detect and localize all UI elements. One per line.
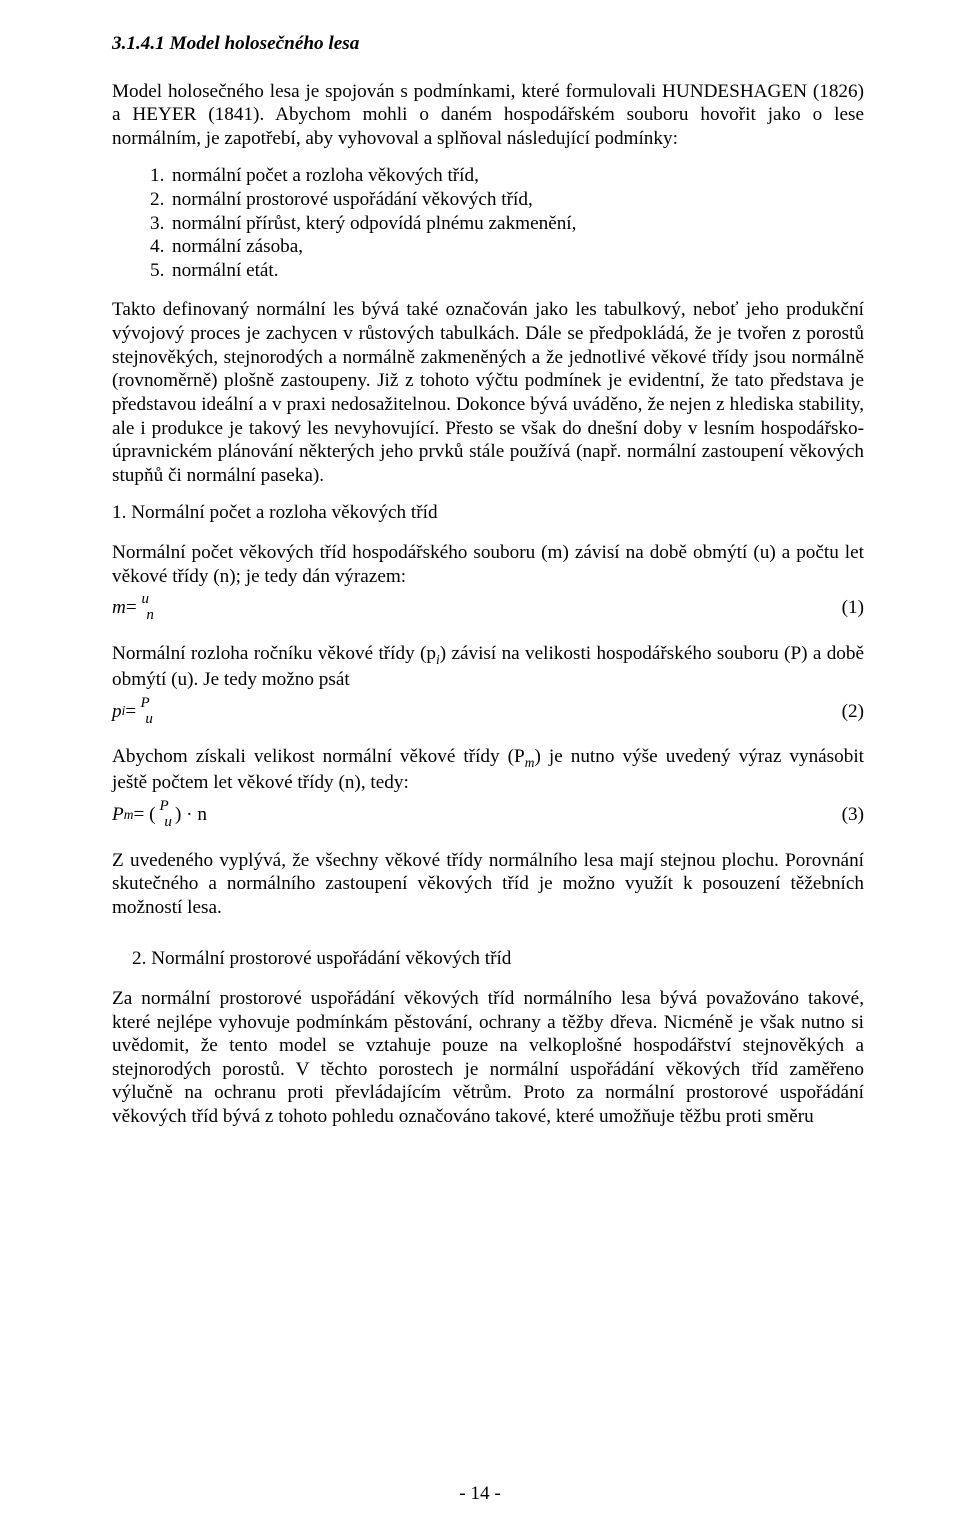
equation-3: Pm = ( P u ) · n bbox=[112, 799, 207, 831]
list-item: 1.normální počet a rozloha věkových tříd… bbox=[150, 164, 864, 188]
fraction-numerator: P bbox=[141, 696, 150, 712]
equation-2-label: (2) bbox=[842, 700, 864, 724]
definition-paragraph: Takto definovaný normální les bývá také … bbox=[112, 298, 864, 487]
equation-3-label: (3) bbox=[842, 803, 864, 827]
spacer bbox=[112, 933, 864, 947]
list-text: normální zásoba, bbox=[172, 235, 303, 259]
subscript: m bbox=[124, 807, 134, 824]
list-number: 1. bbox=[150, 164, 172, 188]
list-item: 5.normální etát. bbox=[150, 259, 864, 283]
fraction-denominator: n bbox=[136, 608, 154, 624]
fraction-denominator: u bbox=[136, 711, 154, 727]
equation-1-row: m = u n (1) bbox=[112, 592, 864, 624]
list-text: normální prostorové uspořádání věkových … bbox=[172, 188, 533, 212]
fraction: P u bbox=[133, 696, 161, 728]
sec1-paragraph-1: Normální počet věkových tříd hospodářské… bbox=[112, 541, 864, 588]
fraction: u n bbox=[134, 592, 162, 624]
text-fragment: Normální rozloha ročníku věkové třídy (p bbox=[112, 643, 436, 664]
page-number: - 14 - bbox=[0, 1482, 960, 1506]
intro-paragraph: Model holosečného lesa je spojován s pod… bbox=[112, 80, 864, 151]
subsection-2-title: 2. Normální prostorové uspořádání věkový… bbox=[112, 947, 864, 971]
eq-lhs: p bbox=[112, 700, 122, 724]
fraction-numerator: P bbox=[160, 799, 169, 815]
list-text: normální přírůst, který odpovídá plnému … bbox=[172, 212, 576, 236]
conditions-list: 1.normální počet a rozloha věkových tříd… bbox=[112, 164, 864, 282]
sec2-paragraph-1: Za normální prostorové uspořádání věkový… bbox=[112, 987, 864, 1129]
eq-equals: = ( bbox=[133, 803, 155, 827]
sec1-paragraph-2: Normální rozloha ročníku věkové třídy (p… bbox=[112, 642, 864, 692]
subscript: m bbox=[525, 755, 535, 770]
list-number: 2. bbox=[150, 188, 172, 212]
list-text: normální etát. bbox=[172, 259, 279, 283]
list-item: 4.normální zásoba, bbox=[150, 235, 864, 259]
equation-2-row: pi = P u (2) bbox=[112, 696, 864, 728]
fraction-denominator: u bbox=[155, 815, 173, 831]
equation-1-label: (1) bbox=[842, 596, 864, 620]
subsection-1-title: 1. Normální počet a rozloha věkových tří… bbox=[112, 501, 864, 525]
eq-lhs: m bbox=[112, 596, 126, 620]
eq-tail: ) · n bbox=[175, 803, 207, 827]
fraction-numerator: u bbox=[141, 592, 149, 608]
list-number: 3. bbox=[150, 212, 172, 236]
equation-1: m = u n bbox=[112, 592, 156, 624]
list-text: normální počet a rozloha věkových tříd, bbox=[172, 164, 479, 188]
list-item: 3.normální přírůst, který odpovídá plném… bbox=[150, 212, 864, 236]
section-heading: 3.1.4.1 Model holosečného lesa bbox=[112, 32, 864, 56]
equation-2: pi = P u bbox=[112, 696, 156, 728]
sec1-paragraph-4: Z uvedeného vyplývá, že všechny věkové t… bbox=[112, 849, 864, 920]
text-fragment: Abychom získali velikost normální věkové… bbox=[112, 746, 525, 767]
list-number: 5. bbox=[150, 259, 172, 283]
sec1-paragraph-3: Abychom získali velikost normální věkové… bbox=[112, 745, 864, 795]
list-number: 4. bbox=[150, 235, 172, 259]
page: 3.1.4.1 Model holosečného lesa Model hol… bbox=[0, 0, 960, 1534]
list-item: 2.normální prostorové uspořádání věkovýc… bbox=[150, 188, 864, 212]
equation-3-row: Pm = ( P u ) · n (3) bbox=[112, 799, 864, 831]
eq-lhs: P bbox=[112, 803, 124, 827]
